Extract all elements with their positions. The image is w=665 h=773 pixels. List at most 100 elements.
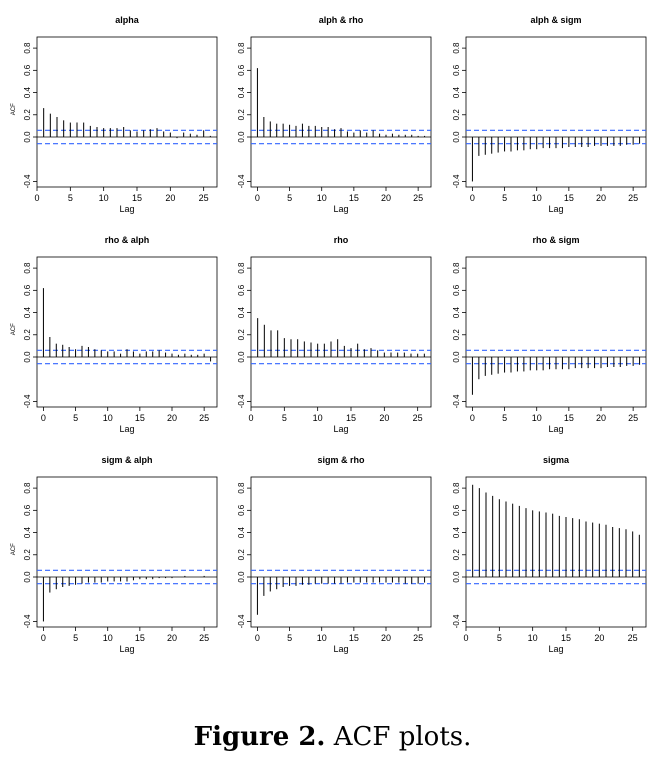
x-tick-label: 20	[167, 633, 177, 643]
y-axis-label: ACF	[11, 323, 17, 335]
y-tick-label: 0.4	[23, 526, 32, 538]
y-tick-label: 0.0	[452, 131, 461, 143]
y-tick-label: 0.2	[237, 109, 246, 121]
x-tick-label: 20	[596, 413, 606, 423]
y-tick-label: 0.4	[23, 86, 32, 98]
x-tick-label: 10	[317, 193, 327, 203]
x-tick-label: 25	[199, 633, 209, 643]
acf-panel-sigm-rho: sigm & rho -0.4 0.0 0.2 0.4 0.6 0.8 0 5 10 15 20 25 L…	[237, 455, 432, 654]
x-axis-label: Lag	[333, 644, 348, 654]
x-tick-label: 15	[564, 413, 574, 423]
x-tick-label: 0	[255, 633, 260, 643]
x-tick-label: 25	[413, 193, 423, 203]
y-tick-label: 0.6	[237, 64, 246, 76]
acf-panel-alph-sigm: alph & sigm -0.4 0.0 0.2 0.4 0.6 0.8 0 5 10 15 20 25…	[452, 15, 647, 214]
x-tick-label: 25	[628, 413, 638, 423]
x-axis-label: Lag	[119, 424, 134, 434]
y-axis-label: ACF	[11, 103, 17, 115]
y-tick-label: 0.6	[23, 504, 32, 516]
x-tick-label: 15	[349, 193, 359, 203]
panel-title: sigm & alph	[101, 455, 152, 465]
x-tick-label: 5	[282, 413, 287, 423]
x-axis-label: Lag	[119, 204, 134, 214]
y-tick-label: 0.6	[237, 504, 246, 516]
y-tick-label: 0.0	[23, 571, 32, 583]
y-tick-label: 0.2	[23, 329, 32, 341]
plot-frame	[250, 476, 432, 628]
x-tick-label: 5	[73, 413, 78, 423]
x-tick-label: 25	[413, 633, 423, 643]
y-tick-label: -0.4	[237, 174, 246, 188]
x-tick-label: 20	[167, 413, 177, 423]
y-tick-label: 0.6	[237, 284, 246, 296]
x-tick-label: 25	[628, 633, 638, 643]
y-tick-label: -0.4	[237, 394, 246, 408]
y-tick-label: 0.6	[23, 64, 32, 76]
y-tick-label: 0.2	[452, 329, 461, 341]
panel-title: alpha	[115, 15, 140, 25]
x-axis-label: Lag	[548, 424, 563, 434]
x-axis-label: Lag	[548, 644, 563, 654]
y-axis-label: ACF	[11, 543, 17, 555]
acf-panel-alpha: alpha -0.4 0.0 0.2 0.4 0.6 0.8 ACF 0 5 10 15 20 25 Lag	[11, 15, 218, 214]
acf-panel-sigma: sigma -0.4 0.0 0.2 0.4 0.6 0.8 0 5 10 15 20 25 Lag	[452, 455, 647, 654]
acf-panel-alph-rho: alph & rho -0.4 0.0 0.2 0.4 0.6 0.8 0 5 10 15 20 25 L…	[237, 15, 432, 214]
y-tick-label: -0.4	[23, 614, 32, 628]
x-tick-label: 10	[103, 413, 113, 423]
x-tick-label: 15	[349, 633, 359, 643]
y-tick-label: 0.2	[237, 549, 246, 561]
x-tick-label: 5	[287, 193, 292, 203]
x-tick-label: 5	[287, 633, 292, 643]
y-tick-label: 0.2	[452, 549, 461, 561]
x-tick-label: 10	[103, 633, 113, 643]
x-tick-label: 5	[73, 633, 78, 643]
panel-title: sigm & rho	[317, 455, 365, 465]
y-tick-label: 0.8	[452, 262, 461, 274]
x-tick-label: 0	[470, 413, 475, 423]
panel-title: rho	[334, 235, 349, 245]
x-tick-label: 20	[381, 633, 391, 643]
plot-frame	[250, 256, 432, 408]
x-tick-label: 10	[528, 633, 538, 643]
plot-frame	[36, 36, 218, 188]
plot-frame	[36, 476, 218, 628]
y-tick-label: 0.6	[23, 284, 32, 296]
y-tick-label: 0.0	[23, 351, 32, 363]
y-tick-label: 0.0	[452, 571, 461, 583]
y-tick-label: -0.4	[23, 394, 32, 408]
y-tick-label: 0.4	[237, 86, 246, 98]
x-tick-label: 5	[497, 633, 502, 643]
x-tick-label: 15	[135, 413, 145, 423]
x-tick-label: 15	[132, 193, 142, 203]
x-tick-label: 0	[41, 633, 46, 643]
panel-title: sigma	[543, 455, 570, 465]
y-tick-label: 0.2	[237, 329, 246, 341]
acf-figure: alpha -0.4 0.0 0.2 0.4 0.6 0.8 ACF 0 5 10 15 20 25 Lag…	[11, 15, 647, 654]
panel-title: rho & alph	[105, 235, 150, 245]
x-tick-label: 0	[34, 193, 39, 203]
x-tick-label: 10	[532, 193, 542, 203]
figure-caption-text: ACF plots.	[325, 722, 472, 752]
y-tick-label: 0.6	[452, 64, 461, 76]
panel-title: alph & rho	[319, 15, 364, 25]
plot-frame	[36, 256, 218, 408]
x-tick-label: 25	[199, 193, 209, 203]
x-tick-label: 5	[502, 193, 507, 203]
y-tick-label: -0.4	[237, 614, 246, 628]
x-tick-label: 15	[564, 193, 574, 203]
y-tick-label: 0.2	[452, 109, 461, 121]
y-tick-label: 0.4	[23, 306, 32, 318]
panel-title: rho & sigm	[532, 235, 579, 245]
y-tick-label: 0.4	[237, 526, 246, 538]
plot-frame	[250, 36, 432, 188]
x-tick-label: 0	[41, 413, 46, 423]
y-tick-label: 0.4	[237, 306, 246, 318]
x-tick-label: 10	[317, 633, 327, 643]
acf-panel-sigm-alph: sigm & alph -0.4 0.0 0.2 0.4 0.6 0.8 ACF 0 5 10 15 2…	[11, 455, 218, 654]
x-tick-label: 20	[165, 193, 175, 203]
y-tick-label: 0.8	[23, 262, 32, 274]
y-tick-label: 0.4	[452, 526, 461, 538]
x-tick-label: 15	[346, 413, 356, 423]
figure-caption-label: Figure 2.	[193, 722, 326, 752]
x-tick-label: 25	[628, 193, 638, 203]
